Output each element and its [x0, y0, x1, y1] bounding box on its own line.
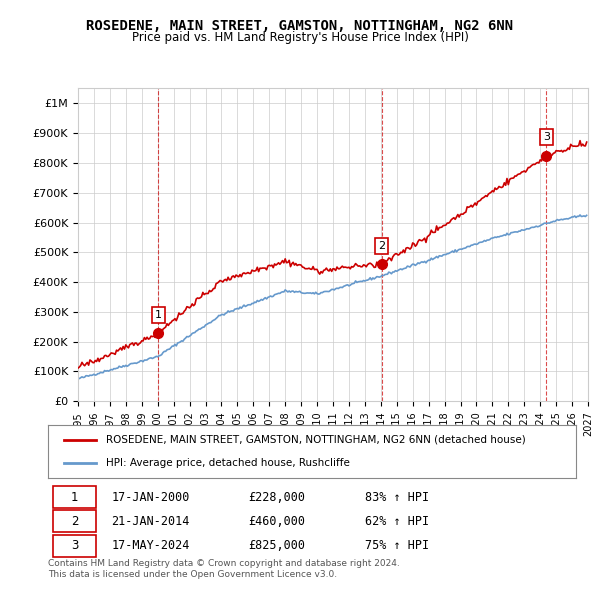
- Text: This data is licensed under the Open Government Licence v3.0.: This data is licensed under the Open Gov…: [48, 571, 337, 579]
- FancyBboxPatch shape: [53, 510, 95, 532]
- Text: Contains HM Land Registry data © Crown copyright and database right 2024.: Contains HM Land Registry data © Crown c…: [48, 559, 400, 568]
- Text: 1: 1: [71, 490, 78, 504]
- Text: 1: 1: [155, 310, 162, 320]
- Text: 3: 3: [543, 132, 550, 142]
- Text: HPI: Average price, detached house, Rushcliffe: HPI: Average price, detached house, Rush…: [106, 458, 350, 468]
- FancyBboxPatch shape: [53, 486, 95, 508]
- Text: ROSEDENE, MAIN STREET, GAMSTON, NOTTINGHAM, NG2 6NN (detached house): ROSEDENE, MAIN STREET, GAMSTON, NOTTINGH…: [106, 435, 526, 445]
- Text: 17-JAN-2000: 17-JAN-2000: [112, 490, 190, 504]
- Text: 3: 3: [71, 539, 78, 552]
- Text: 2: 2: [71, 515, 78, 528]
- Text: 83% ↑ HPI: 83% ↑ HPI: [365, 490, 429, 504]
- Text: 17-MAY-2024: 17-MAY-2024: [112, 539, 190, 552]
- Text: Price paid vs. HM Land Registry's House Price Index (HPI): Price paid vs. HM Land Registry's House …: [131, 31, 469, 44]
- Text: 75% ↑ HPI: 75% ↑ HPI: [365, 539, 429, 552]
- Text: £228,000: £228,000: [248, 490, 305, 504]
- Text: £460,000: £460,000: [248, 515, 305, 528]
- Text: 62% ↑ HPI: 62% ↑ HPI: [365, 515, 429, 528]
- Text: ROSEDENE, MAIN STREET, GAMSTON, NOTTINGHAM, NG2 6NN: ROSEDENE, MAIN STREET, GAMSTON, NOTTINGH…: [86, 19, 514, 33]
- Text: 2: 2: [378, 241, 385, 251]
- Text: £825,000: £825,000: [248, 539, 305, 552]
- Text: 21-JAN-2014: 21-JAN-2014: [112, 515, 190, 528]
- FancyBboxPatch shape: [53, 535, 95, 557]
